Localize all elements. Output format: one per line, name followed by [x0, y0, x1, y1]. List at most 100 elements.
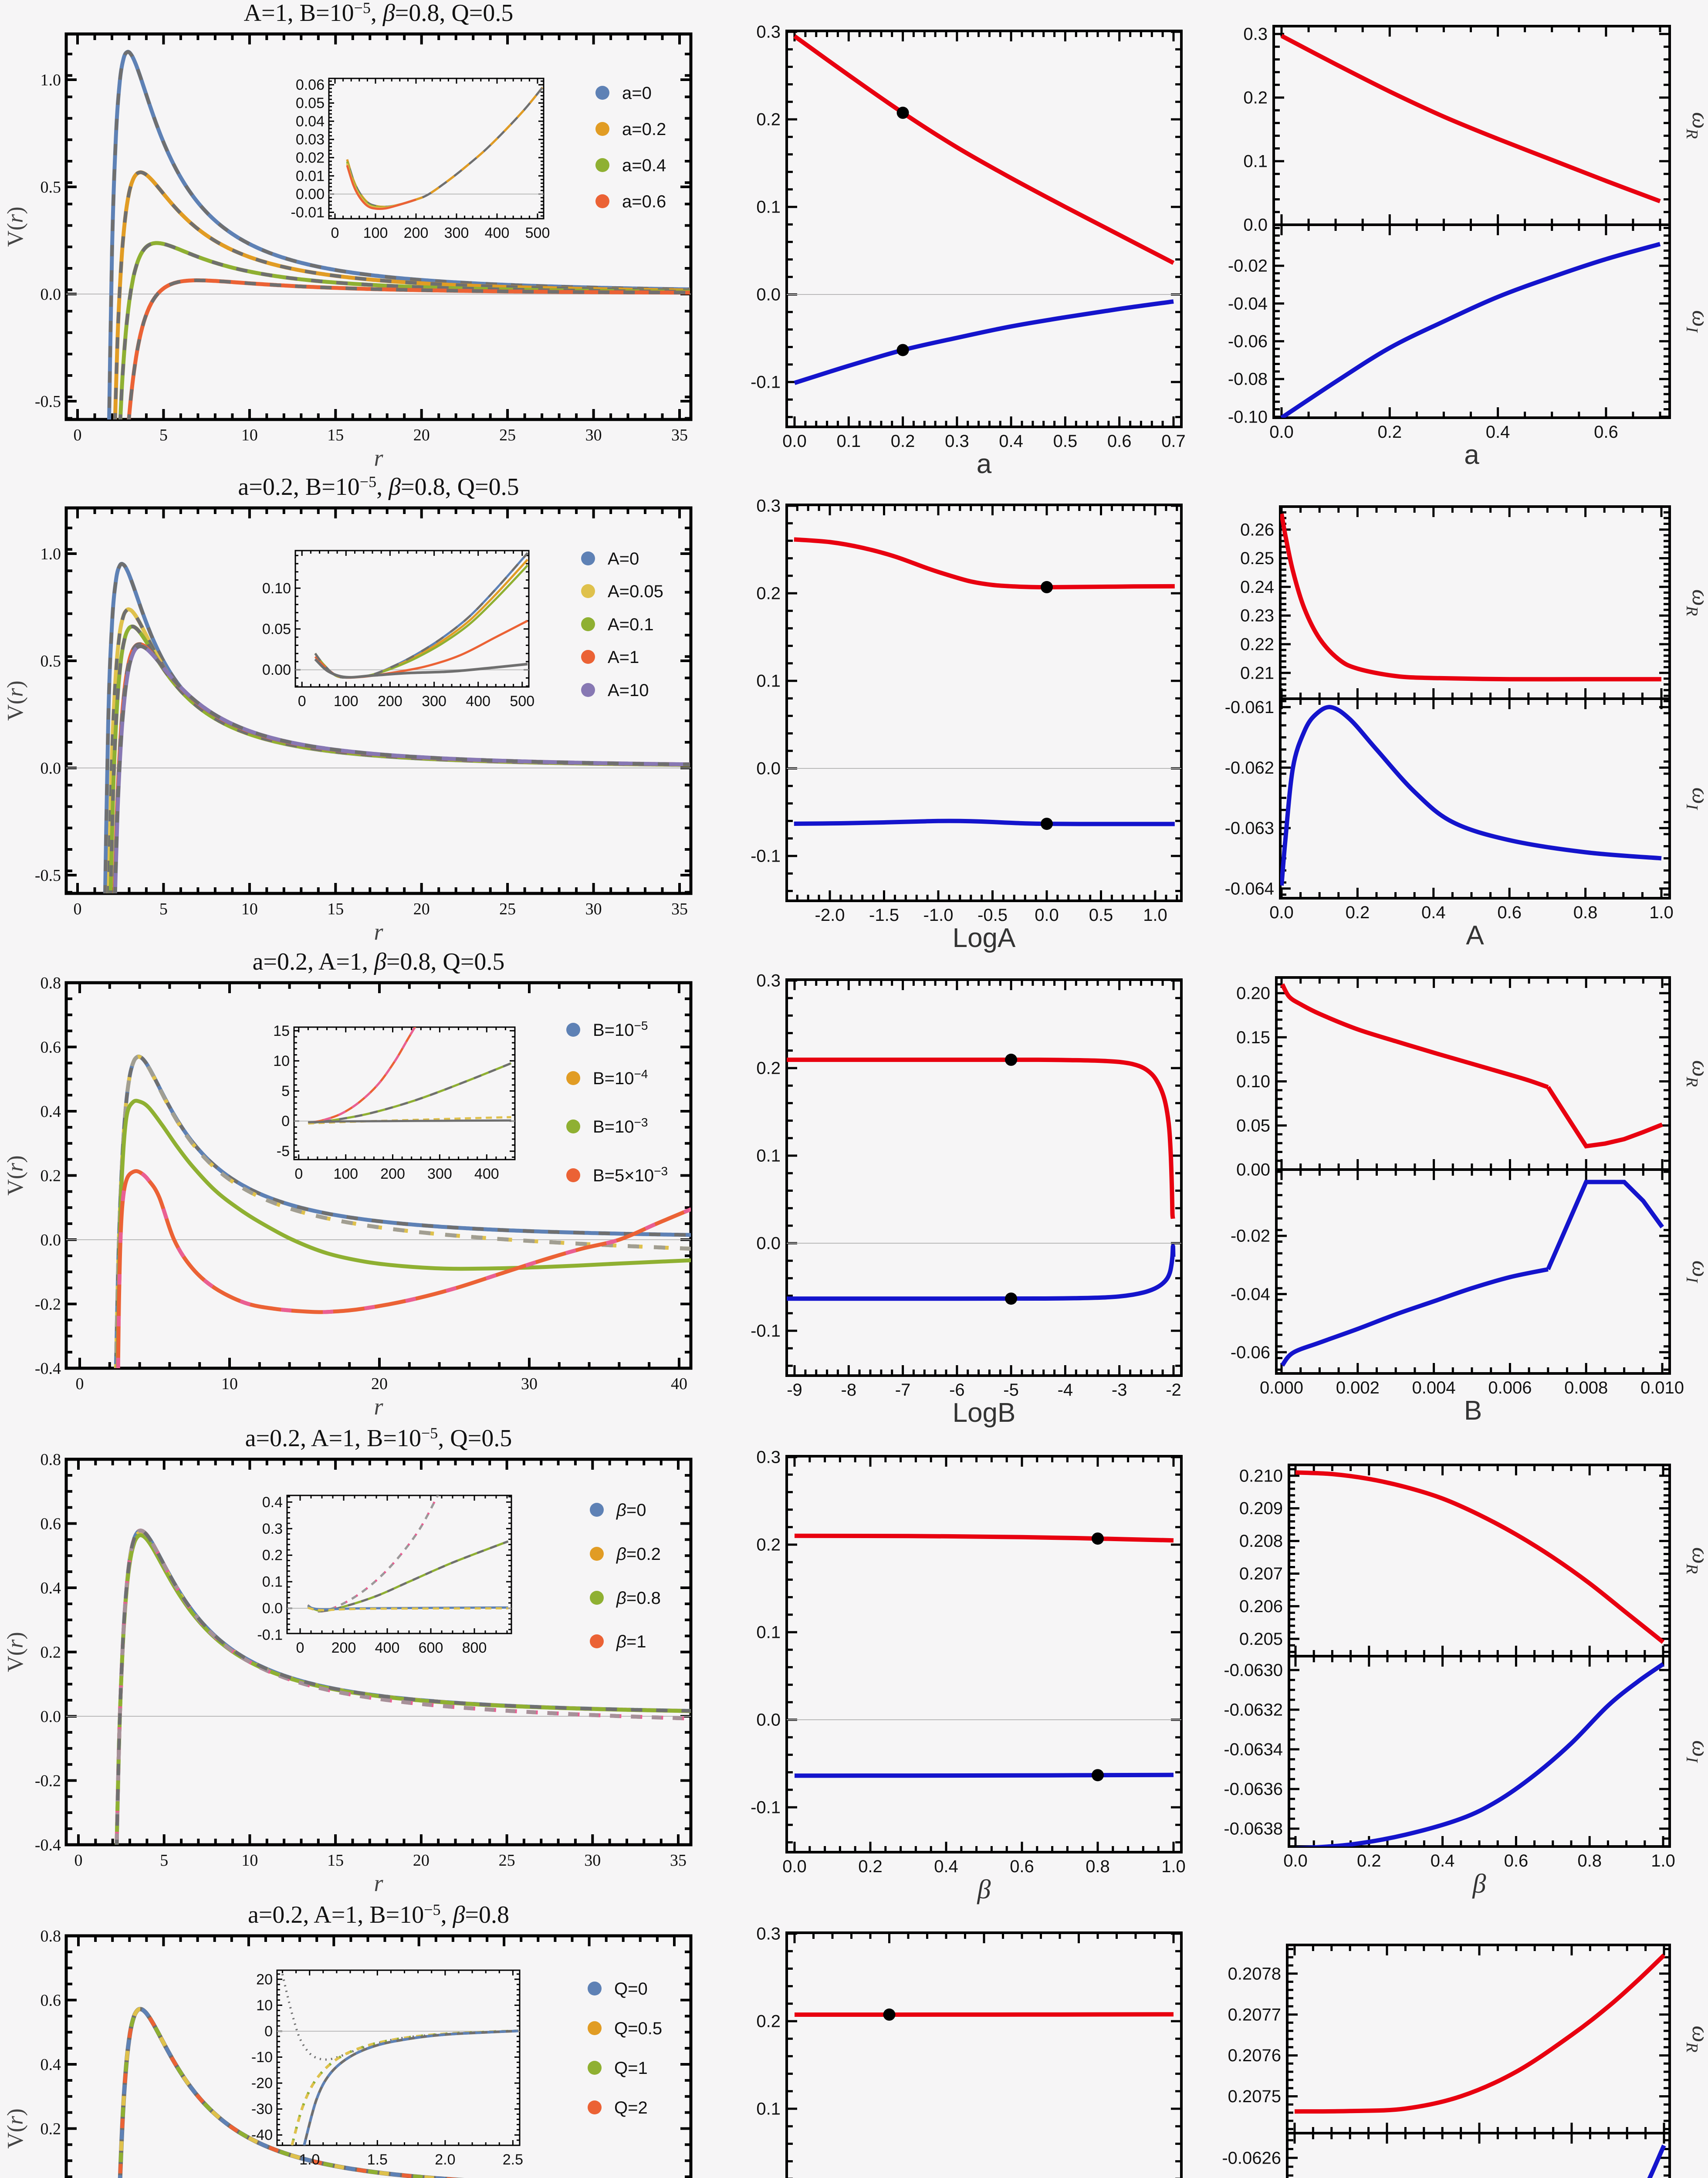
svg-text:-0.02: -0.02: [1228, 257, 1268, 276]
svg-text:0.2: 0.2: [41, 1167, 61, 1185]
svg-text:15: 15: [273, 1023, 290, 1039]
svg-text:-0.02: -0.02: [1231, 1227, 1270, 1246]
svg-text:0.8: 0.8: [41, 974, 61, 992]
svg-text:-1.5: -1.5: [869, 906, 899, 925]
svg-text:0.2: 0.2: [1377, 423, 1402, 442]
svg-text:0.6: 0.6: [1504, 1851, 1529, 1870]
svg-text:10: 10: [241, 426, 258, 444]
svg-text:0.2: 0.2: [891, 432, 915, 451]
svg-text:1.0: 1.0: [1649, 903, 1674, 922]
svg-text:-40: -40: [251, 2127, 273, 2144]
svg-text:-0.5: -0.5: [35, 866, 61, 885]
svg-text:0.2075: 0.2075: [1228, 2087, 1281, 2106]
svg-text:2.0: 2.0: [435, 2151, 455, 2168]
svg-text:0: 0: [294, 1166, 303, 1182]
svg-text:400: 400: [485, 225, 510, 241]
svg-text:0.8: 0.8: [1577, 1851, 1602, 1870]
svg-text:-0.10: -0.10: [1228, 407, 1268, 426]
svg-text:0.0: 0.0: [1269, 423, 1294, 442]
svg-text:0.004: 0.004: [1412, 1378, 1456, 1397]
svg-text:A=1, B=10−5, β=0.8, Q=0.5: A=1, B=10−5, β=0.8, Q=0.5: [244, 0, 514, 27]
svg-text:20: 20: [413, 900, 430, 918]
svg-text:a=0.2, A=1, B=10−5, β=0.8: a=0.2, A=1, B=10−5, β=0.8: [248, 1901, 509, 1928]
svg-text:0.0: 0.0: [41, 1231, 61, 1249]
svg-text:0.2: 0.2: [262, 1547, 283, 1564]
svg-text:500: 500: [525, 225, 550, 241]
svg-text:0.0: 0.0: [1283, 1851, 1308, 1870]
svg-text:-4: -4: [1058, 1380, 1073, 1400]
svg-text:0.3: 0.3: [945, 432, 969, 451]
svg-text:Q=2: Q=2: [614, 2098, 648, 2117]
svg-text:A=0.05: A=0.05: [608, 582, 663, 601]
svg-text:0: 0: [74, 900, 82, 918]
svg-text:0.05: 0.05: [262, 621, 291, 638]
svg-text:0.1: 0.1: [262, 1574, 283, 1590]
svg-text:0.5: 0.5: [41, 652, 61, 670]
svg-text:20: 20: [371, 1375, 388, 1393]
svg-text:0.000: 0.000: [1260, 1378, 1303, 1397]
svg-text:20: 20: [413, 1851, 430, 1870]
svg-text:200: 200: [404, 225, 429, 241]
svg-text:0.2: 0.2: [756, 1535, 781, 1555]
svg-text:0.4: 0.4: [1421, 903, 1446, 922]
svg-text:-6: -6: [949, 1380, 965, 1400]
svg-text:30: 30: [585, 426, 602, 444]
svg-text:100: 100: [334, 693, 359, 710]
svg-text:0.6: 0.6: [41, 1515, 61, 1533]
svg-text:0.03: 0.03: [296, 132, 325, 148]
svg-text:400: 400: [474, 1166, 499, 1182]
svg-text:0: 0: [296, 1640, 304, 1656]
svg-text:0.207: 0.207: [1239, 1564, 1283, 1583]
svg-text:0.26: 0.26: [1240, 520, 1274, 539]
svg-text:0.2: 0.2: [41, 1643, 61, 1661]
svg-text:-5: -5: [1003, 1380, 1019, 1400]
svg-text:0.3: 0.3: [756, 1924, 781, 1944]
svg-text:Q=0.5: Q=0.5: [614, 2019, 662, 2038]
svg-text:-0.1: -0.1: [257, 1627, 283, 1644]
svg-text:0.0: 0.0: [41, 759, 61, 778]
svg-text:r: r: [374, 1870, 383, 1896]
svg-text:0.05: 0.05: [296, 95, 325, 112]
svg-text:a=0.6: a=0.6: [622, 192, 666, 211]
svg-text:0.206: 0.206: [1239, 1597, 1283, 1616]
svg-text:25: 25: [499, 900, 516, 918]
svg-text:40: 40: [671, 1375, 687, 1393]
svg-text:1.0: 1.0: [1161, 1857, 1186, 1876]
svg-text:35: 35: [671, 900, 688, 918]
svg-text:Q=0: Q=0: [614, 1979, 648, 1999]
svg-text:0.4: 0.4: [262, 1494, 283, 1511]
svg-text:0: 0: [264, 2023, 273, 2040]
svg-text:10: 10: [256, 1997, 273, 2014]
svg-text:0: 0: [331, 225, 339, 241]
svg-text:0.2: 0.2: [41, 2120, 61, 2138]
svg-text:-0.04: -0.04: [1231, 1285, 1270, 1304]
svg-text:0.21: 0.21: [1240, 663, 1274, 683]
svg-text:5: 5: [281, 1083, 290, 1099]
svg-text:0.1: 0.1: [836, 432, 861, 451]
svg-text:0.3: 0.3: [756, 497, 781, 516]
svg-text:0.5: 0.5: [1053, 432, 1078, 451]
svg-text:0.4: 0.4: [934, 1857, 958, 1876]
svg-text:0.8: 0.8: [1086, 1857, 1110, 1876]
svg-text:β=0: β=0: [616, 1501, 646, 1520]
svg-text:300: 300: [444, 225, 469, 241]
svg-text:0.6: 0.6: [1497, 903, 1522, 922]
svg-text:1.0: 1.0: [41, 545, 61, 563]
svg-text:-2.0: -2.0: [815, 906, 845, 925]
svg-text:a=0.2, B=10−5, β=0.8, Q=0.5: a=0.2, B=10−5, β=0.8, Q=0.5: [238, 473, 519, 501]
svg-text:0.3: 0.3: [1243, 25, 1268, 44]
svg-text:-0.06: -0.06: [1231, 1343, 1270, 1362]
svg-text:V(r): V(r): [3, 1632, 28, 1672]
svg-text:10: 10: [273, 1053, 290, 1069]
svg-text:0.208: 0.208: [1239, 1532, 1283, 1551]
svg-text:0.2077: 0.2077: [1228, 2005, 1281, 2024]
svg-text:0.04: 0.04: [296, 113, 325, 130]
svg-text:0.2: 0.2: [756, 2012, 781, 2031]
svg-text:200: 200: [378, 693, 402, 710]
svg-text:0.4: 0.4: [1431, 1851, 1455, 1870]
svg-text:400: 400: [375, 1640, 400, 1656]
svg-text:0.2: 0.2: [1357, 1851, 1381, 1870]
svg-text:-1.0: -1.0: [923, 906, 954, 925]
svg-text:-0.4: -0.4: [35, 1836, 61, 1854]
svg-text:0: 0: [76, 1375, 84, 1393]
